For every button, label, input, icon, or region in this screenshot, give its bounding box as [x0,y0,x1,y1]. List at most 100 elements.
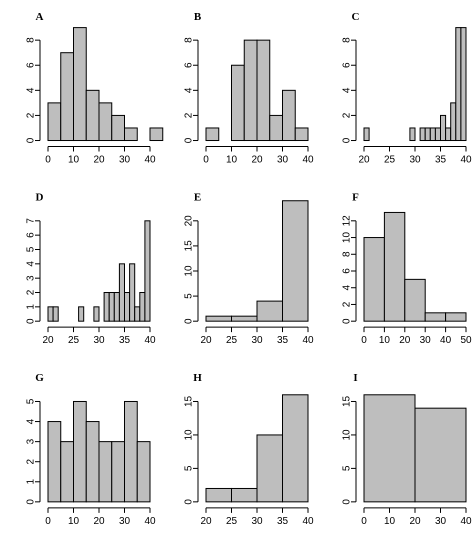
panel-title: E [194,192,201,204]
histogram-bar [363,237,385,322]
x-tick-label: 10 [68,516,80,527]
histogram-bar [124,292,131,322]
x-tick-label: 30 [420,335,432,346]
histogram-bar [414,407,467,503]
x-tick-label: 10 [226,155,238,166]
panel-title: D [36,192,44,204]
histogram-bar [243,39,258,142]
histogram-bar [434,127,441,142]
histogram-bar [85,89,100,142]
x-tick-label: 30 [93,335,105,346]
histogram-bar [429,127,436,142]
histogram-bar [73,27,87,142]
histogram-bar [124,400,138,503]
x-tick-label: 40 [302,335,314,346]
histogram-bar [282,394,309,503]
histogram-bar [93,306,100,322]
histogram-bar [256,39,271,142]
y-tick-label: 0 [184,499,195,505]
histogram-panel-c: C 20 25 30 35 40 0 2 4 6 8 [342,11,472,166]
x-tick-label: 20 [42,335,54,346]
histogram-bar [108,292,115,322]
x-tick-label: 0 [45,516,51,527]
y-tick-label: 0 [342,318,353,324]
y-tick-label: 3 [26,438,37,444]
histogram-bar [98,441,113,503]
histogram-bar [205,315,232,322]
y-tick-label: 2 [26,112,37,118]
x-tick-label: 20 [200,335,212,346]
histogram-bar [98,102,113,142]
y-tick-label: 0 [26,318,37,324]
x-tick-label: 40 [302,155,314,166]
x-tick-label: 25 [226,335,238,346]
histogram-bar [409,127,416,142]
histogram-bar [383,211,406,322]
histogram-bar [256,434,283,503]
x-axis: 0 10 20 30 40 [203,146,314,166]
histogram-panel-i: I 0 10 20 30 40 0 5 10 15 [342,372,472,527]
y-tick-label: 15 [184,240,195,252]
histogram-panel-h: H 20 25 30 35 40 0 5 10 15 [184,372,314,527]
x-tick-label: 25 [226,516,238,527]
y-tick-label: 0 [26,499,37,505]
y-tick-label: 8 [342,251,353,257]
histogram-bar [460,27,467,142]
x-tick-label: 30 [277,155,289,166]
y-tick-label: 6 [342,62,353,68]
x-tick-label: 30 [119,516,131,527]
y-axis: 0 2 4 6 8 [342,37,357,143]
histogram-bar [47,102,62,142]
x-tick-label: 40 [460,516,472,527]
histogram-bar [455,27,462,142]
histogram-bar [205,127,220,142]
y-tick-label: 12 [342,215,353,227]
histogram-bar [419,127,426,142]
x-tick-label: 35 [277,335,289,346]
histogram-bar [136,441,151,503]
x-tick-label: 0 [45,155,51,166]
y-tick-label: 7 [26,218,37,224]
y-tick-label: 8 [342,37,353,43]
y-tick-label: 4 [26,418,37,424]
histogram-bar [103,292,110,322]
y-tick-label: 4 [184,87,195,93]
y-axis: 0 5 10 15 [184,395,199,505]
histogram-bar [118,263,126,322]
x-tick-label: 30 [435,516,447,527]
x-tick-label: 20 [358,155,370,166]
histogram-bar [363,127,370,142]
panel-title: A [36,11,44,23]
y-tick-label: 6 [26,62,37,68]
y-axis: 0 2 4 6 8 [184,37,199,143]
histogram-bar [231,315,258,322]
y-tick-label: 5 [26,398,37,404]
histogram-bar [445,127,452,142]
y-tick-label: 0 [342,137,353,143]
histogram-bar [73,400,87,503]
x-tick-label: 50 [460,335,472,346]
x-tick-label: 20 [93,155,105,166]
y-tick-label: 1 [26,304,37,310]
x-tick-label: 30 [251,516,263,527]
histogram-bar [231,487,258,503]
y-axis: 0 5 10 15 20 [184,215,199,324]
y-tick-label: 8 [184,37,195,43]
y-tick-label: 1 [26,479,37,485]
x-tick-label: 40 [144,516,156,527]
y-tick-label: 5 [342,465,353,471]
x-axis: 20 25 30 35 40 [200,326,314,346]
histogram-panel-a: A 0 10 20 30 40 0 2 4 6 8 [26,11,164,166]
histogram-bar [111,114,125,142]
histogram-bar [52,306,59,322]
y-axis: 0 5 10 15 [342,395,357,505]
histogram-bar [404,278,426,322]
x-axis: 0 10 20 30 40 [45,146,156,166]
histogram-bar [424,127,431,142]
y-tick-label: 5 [26,246,37,252]
histogram-bar [440,114,447,142]
x-tick-label: 0 [361,335,367,346]
histogram-bar [47,306,54,322]
y-tick-label: 6 [184,62,195,68]
x-tick-label: 0 [203,155,209,166]
